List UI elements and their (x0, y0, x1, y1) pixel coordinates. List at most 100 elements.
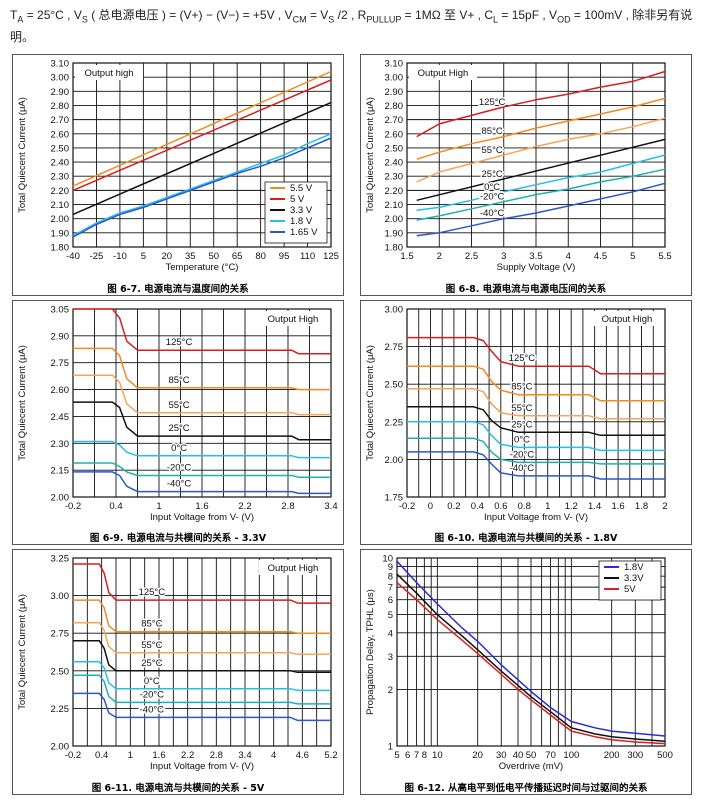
series-label-125-c: 125°C (479, 97, 506, 108)
series-line-25-c (407, 406, 665, 437)
y-tick-label: 2.80 (51, 101, 70, 112)
annotation-text: Output High (268, 563, 319, 574)
x-tick-label: 0.4 (95, 750, 108, 761)
x-tick-label: 95 (279, 251, 290, 262)
series-label-0-c: 0°C (144, 676, 160, 687)
grid (396, 557, 666, 747)
chart-panel-supply-vs-temperature: 1.80 1.90 2.00 2.10 2.20 2.30 2.40 2.50 2.60 2.70… (12, 54, 344, 296)
series-label-0-c: 0°C (484, 182, 500, 193)
y-tick-label: 3.10 (385, 59, 404, 70)
series-line-40-c (73, 692, 331, 722)
y-tick-label: 2.45 (51, 412, 70, 423)
series-line-20-c (73, 674, 331, 705)
y-tick-label: 2.50 (385, 143, 404, 154)
chart-panel-propagation-delay: 1 2 3 4 5 6 7 8 9 10 5 6 7 8 10 20 30 40 50 70 100 200 300 500 O… (360, 549, 692, 795)
x-tick-label: 0.6 (494, 501, 507, 512)
annotation-box: Output High (259, 311, 327, 326)
chart-caption: 图 6-12. 从高电平到低电平传播延迟时间与过驱间的关系 (404, 783, 648, 794)
chart-caption: 图 6-10. 电源电流与共模间的关系 - 1.8V (434, 533, 618, 544)
series-line-3.3v (396, 573, 666, 742)
x-tick-label: 0.4 (109, 501, 122, 512)
y-tick-label: 2 (388, 685, 393, 696)
series-label-85-c: 85°C (511, 382, 532, 393)
y-tick-label: 2.00 (385, 214, 404, 225)
x-tick-label: 1.8 (635, 501, 648, 512)
y-tick-label: 1 (388, 742, 393, 753)
x-tick-label: -40 (66, 251, 80, 262)
y-tick-label: 2.00 (385, 455, 404, 466)
x-tick-label: -0.2 (399, 501, 415, 512)
y-tick-label: 2.50 (51, 143, 70, 154)
x-tick-label: 0 (428, 501, 433, 512)
x-tick-label: -0.2 (65, 750, 81, 761)
y-tick-label: 2.10 (51, 200, 70, 211)
x-tick-label: 500 (657, 750, 673, 761)
y-tick-label: 1.90 (385, 228, 404, 239)
x-axis-label: Input Voltage from V- (V) (150, 761, 254, 772)
x-tick-label: 2.2 (181, 750, 194, 761)
annotation-text: Output High (602, 314, 653, 325)
y-tick-label: 3.25 (51, 554, 70, 565)
x-tick-label: 4 (271, 750, 276, 761)
chart-caption: 图 6-11. 电源电流与共模间的关系 - 5V (91, 783, 265, 794)
chart-caption: 图 6-8. 电源电流与电源电压间的关系 (445, 284, 607, 295)
y-tick-label: 2.00 (51, 742, 70, 753)
x-tick-label: 1.6 (195, 501, 208, 512)
series-line-55-c (407, 387, 665, 420)
y-tick-label: 3 (388, 652, 393, 663)
x-tick-label: 10 (432, 750, 443, 761)
y-tick-label: 2.70 (385, 115, 404, 126)
series-line-25-c (73, 639, 331, 674)
series-line-40-c (416, 182, 666, 237)
series-line-0-c (416, 154, 666, 211)
chart-panel-supply-vs-voltage: 1.80 1.90 2.00 2.10 2.20 2.30 2.40 2.50 2.60 2.70… (360, 54, 692, 296)
chart-panel-common-mode-1v8: 1.75 2.00 2.25 2.50 2.75 3.00 -0.2 0 0.2 0.4 0.6 0.… (360, 300, 692, 545)
chart-caption: 图 6-9. 电源电流与共模间的关系 - 3.3V (89, 533, 267, 544)
y-tick-label: 10 (382, 554, 393, 565)
series-label-125-c: 125°C (166, 337, 193, 348)
plot-frame (72, 62, 332, 248)
series-label-55-c: 55°C (141, 640, 162, 651)
y-axis-label: Total Quiecent Current (μA) (17, 97, 28, 213)
y-tick-label: 7 (388, 583, 393, 594)
series-label-55-c: 55°C (168, 400, 189, 411)
series-line-55-c (73, 374, 331, 416)
series-label-85-c: 85°C (168, 375, 189, 386)
series-label-20-c: -20°C (167, 463, 192, 474)
y-tick-label: 2.60 (51, 129, 70, 140)
x-tick-label: 3.5 (529, 251, 542, 262)
x-tick-label: 65 (232, 251, 243, 262)
annotation-bg (75, 65, 143, 80)
y-tick-label: 2.30 (51, 439, 70, 450)
y-tick-label: 2.60 (385, 129, 404, 140)
legend-label-1.65-v: 1.65 V (290, 227, 318, 238)
series-line-85-c (416, 97, 666, 160)
y-axis-label: Total Quiecent Current (μA) (365, 97, 376, 213)
x-tick-label: 5 (394, 750, 399, 761)
y-tick-label: 1.80 (385, 243, 404, 254)
x-axis-label: Input Voltage from V- (V) (484, 512, 588, 523)
y-tick-label: 2.90 (51, 87, 70, 98)
y-tick-label: 2.75 (385, 342, 404, 353)
annotation-box: Output High (259, 560, 327, 575)
x-tick-label: 125 (323, 251, 339, 262)
y-tick-label: 5 (388, 610, 393, 621)
y-tick-label: 1.80 (51, 243, 70, 254)
annotation-text: Output High (418, 68, 469, 79)
series-line-20-c (73, 462, 331, 479)
series-line-85-c (407, 365, 665, 402)
x-tick-label: 2 (662, 501, 667, 512)
x-tick-label: 1 (156, 501, 161, 512)
chart-supply-current-vs-common-mode-1v8: 1.75 2.00 2.25 2.50 2.75 3.00 -0.2 0 0.2 0.4 0.6 0.… (365, 305, 668, 524)
chart-panel-common-mode-3v3: 2.00 2.15 2.30 2.45 2.60 2.75 2.90 3.05 -0.2 0.4 1… (12, 300, 344, 545)
annotation-bg (259, 560, 327, 575)
x-tick-label: 1.2 (565, 501, 578, 512)
series-line-125-c (407, 336, 665, 375)
x-tick-label: 3 (501, 251, 506, 262)
series-line-85-c (73, 599, 331, 634)
y-tick-label: 2.10 (385, 200, 404, 211)
x-tick-label: 2 (437, 251, 442, 262)
series-line-0-c (407, 421, 665, 452)
y-tick-label: 2.00 (51, 493, 70, 504)
legend-label-5v: 5V (624, 584, 636, 595)
